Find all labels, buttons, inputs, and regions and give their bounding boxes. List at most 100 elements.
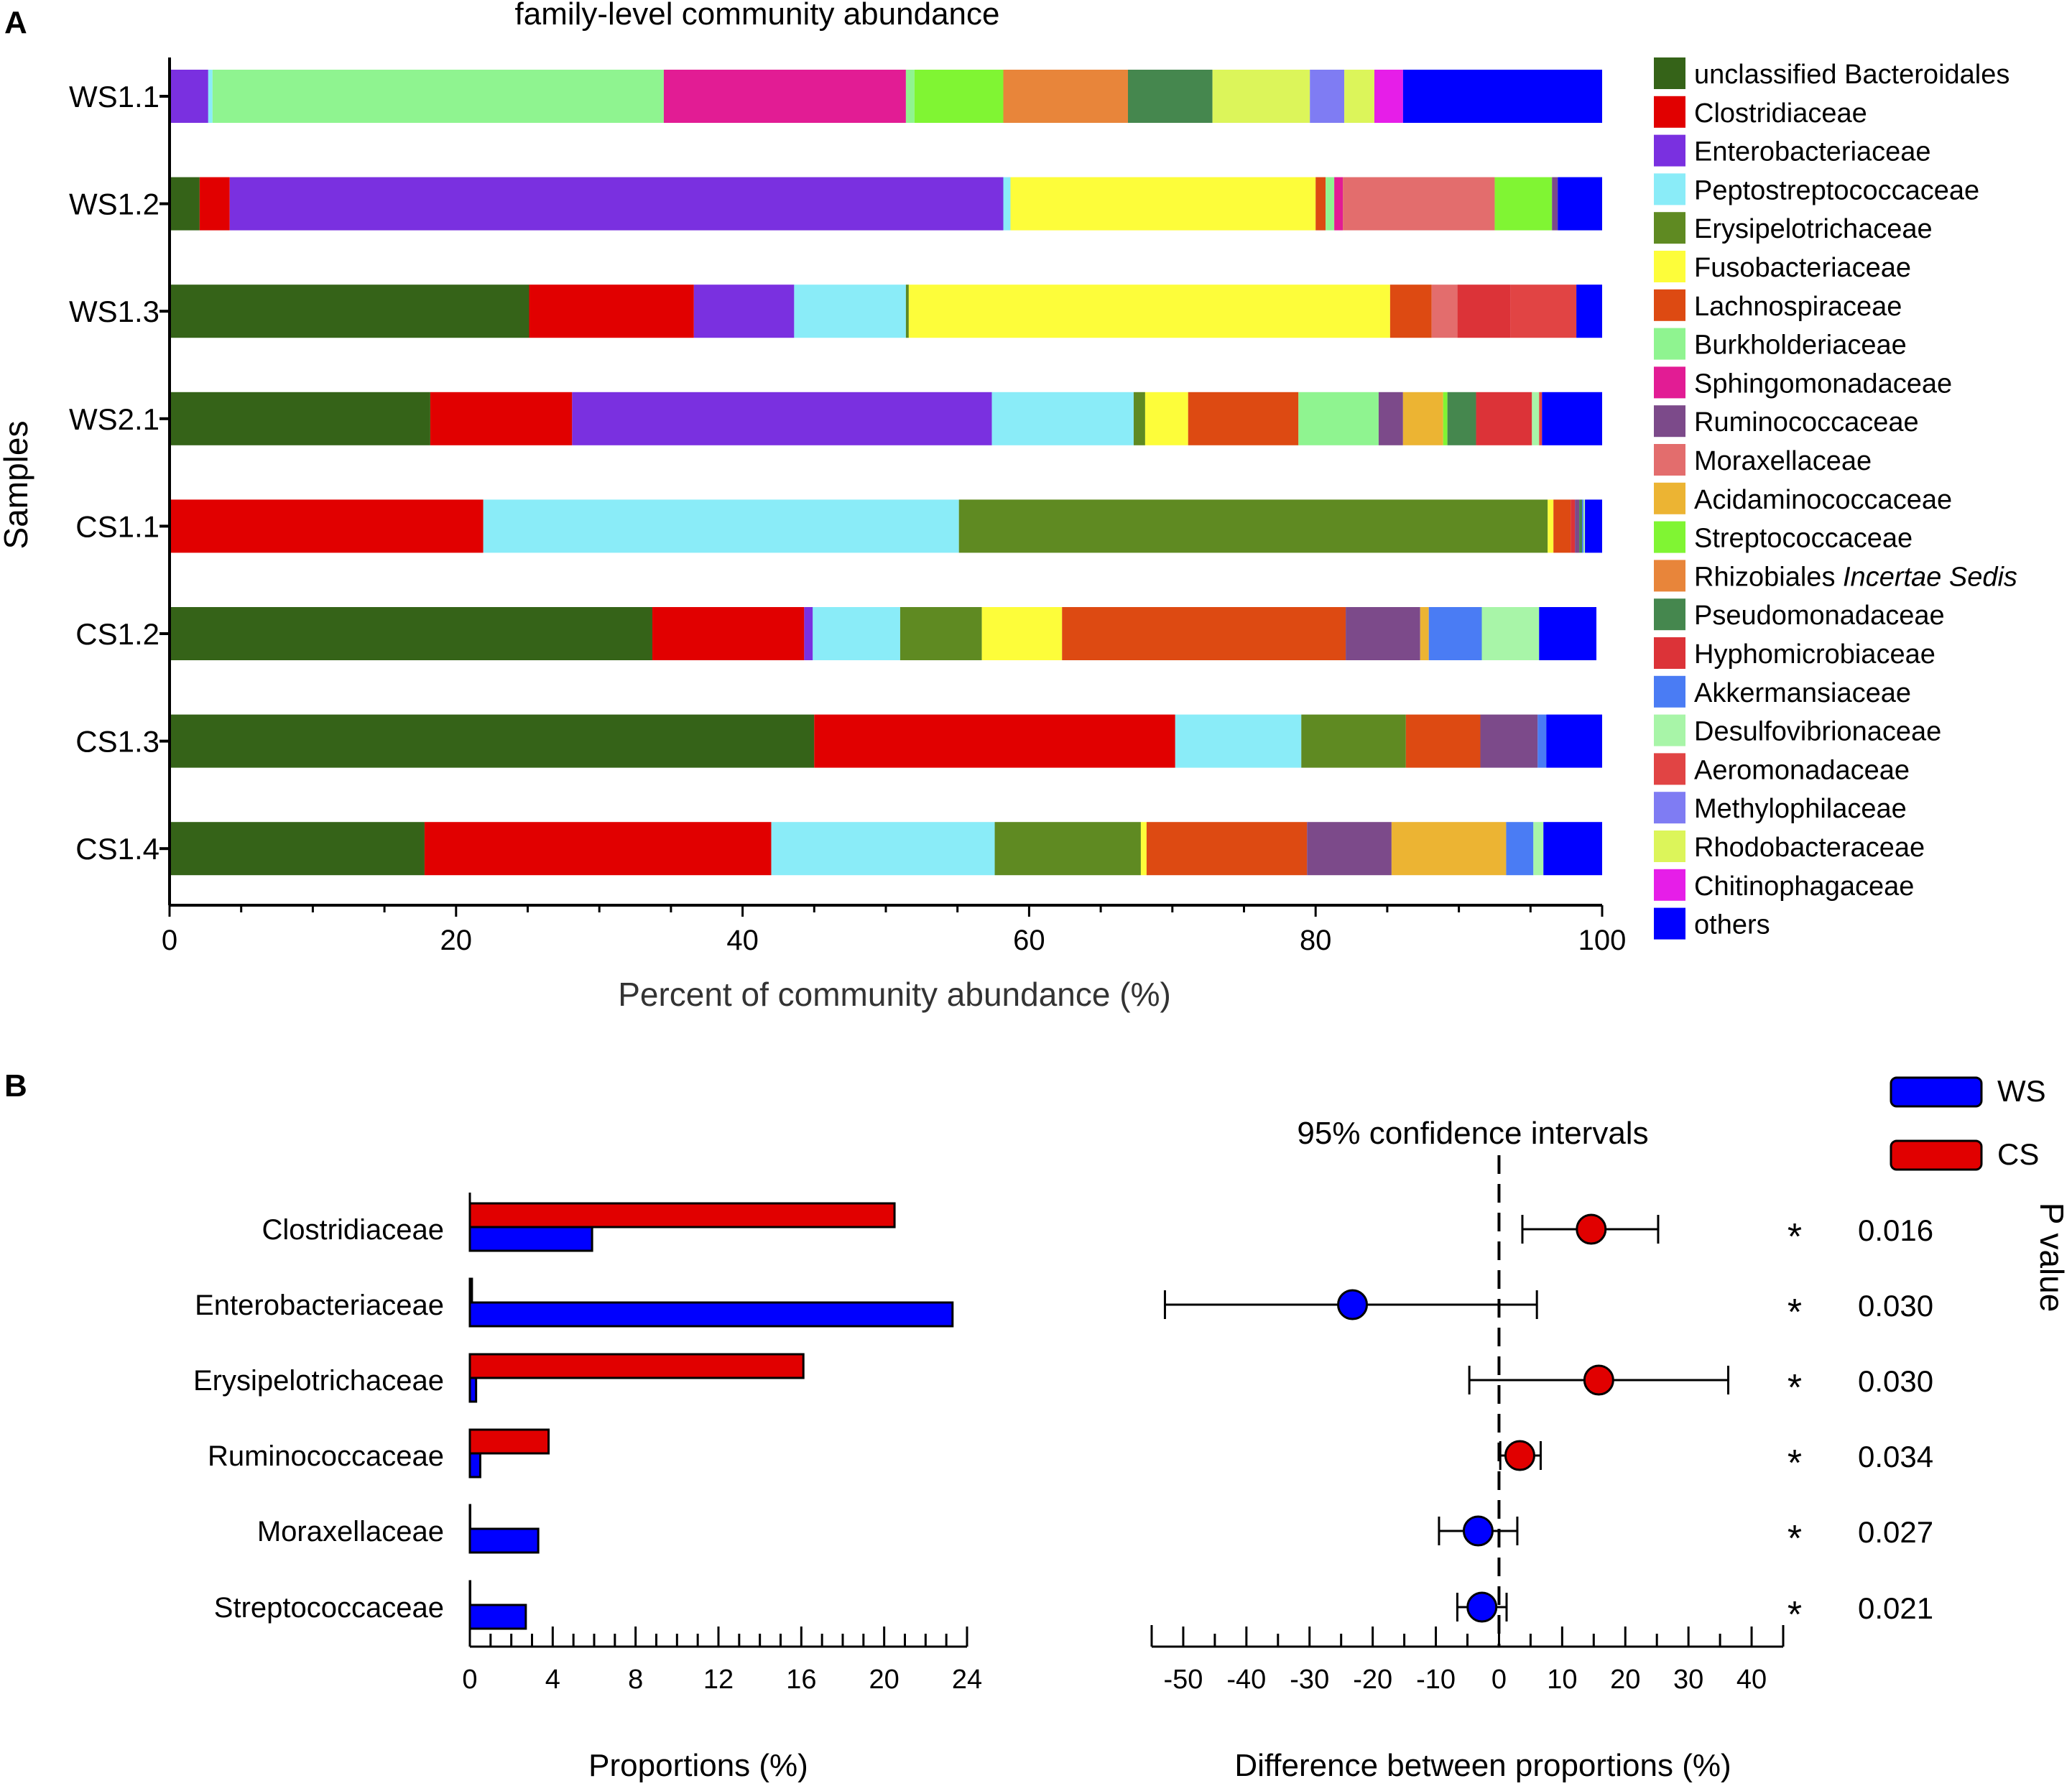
bar-segment xyxy=(1334,177,1343,231)
significance-star: * xyxy=(1787,1292,1802,1333)
sample-label: WS1.1 xyxy=(69,80,159,114)
bar-segment xyxy=(1494,177,1553,231)
bar-segment xyxy=(1443,392,1448,445)
bar-segment xyxy=(1539,607,1597,660)
bar-segment xyxy=(905,70,915,123)
bar-segment xyxy=(814,714,1175,768)
bar-segment xyxy=(908,284,1390,338)
legend-label: Burkholderiaceae xyxy=(1694,330,1907,361)
p-value: 0.027 xyxy=(1858,1515,1933,1549)
x-tick-label: 0 xyxy=(1491,1665,1507,1695)
group-legend: WS CS xyxy=(1890,1074,2046,1171)
legend-swatch xyxy=(1654,289,1685,321)
bar-segment xyxy=(1532,392,1540,445)
bar-segment xyxy=(170,822,425,876)
x-tick-label: 40 xyxy=(726,925,759,956)
estimate-point xyxy=(1337,1289,1369,1320)
bar-segment xyxy=(1010,177,1316,231)
x-tick-label: 8 xyxy=(628,1665,643,1695)
bar-segment xyxy=(1003,70,1128,123)
cs-bar xyxy=(468,1428,550,1455)
bar-segment xyxy=(1389,284,1432,338)
bar-segment xyxy=(1553,499,1571,553)
bar-segment xyxy=(981,607,1063,660)
bar-segment xyxy=(1480,714,1538,768)
bar-segment xyxy=(1326,177,1335,231)
bar-segment xyxy=(1378,392,1403,445)
cs-bar xyxy=(468,1504,471,1530)
bar-segment xyxy=(1457,284,1511,338)
p-value: 0.016 xyxy=(1858,1213,1933,1247)
group-label: CS xyxy=(1997,1137,2039,1171)
legend-label: Hyphomicrobiaceae xyxy=(1694,639,1935,670)
legend-swatch xyxy=(1654,907,1685,940)
bar-segment xyxy=(1582,499,1584,553)
family-label: Clostridiaceae xyxy=(262,1214,444,1246)
legend-swatch xyxy=(1654,212,1685,244)
x-tick-label: -20 xyxy=(1353,1665,1392,1695)
p-value: 0.021 xyxy=(1858,1591,1933,1625)
legend-label: unclassified Bacteroidales xyxy=(1694,60,2009,90)
p-value: 0.030 xyxy=(1858,1364,1933,1398)
group-swatch xyxy=(1890,1139,1983,1171)
bar-segment xyxy=(1374,70,1403,123)
ws-bar xyxy=(468,1452,481,1479)
estimate-point xyxy=(1576,1213,1607,1245)
family-label: Enterobacteriaceae xyxy=(195,1290,444,1321)
chart-a-ylabel: Samples xyxy=(0,421,34,550)
legend-label: Chitinophagaceae xyxy=(1694,871,1914,902)
legend-swatch xyxy=(1654,560,1685,592)
difference-axis: -50 -40 -30 -20 -10 0 10 20 30 40 xyxy=(1150,1625,1785,1695)
bar-segment xyxy=(1543,822,1602,876)
cs-bar xyxy=(468,1277,473,1304)
bar-segment xyxy=(170,70,208,123)
bar-segment xyxy=(170,714,815,768)
bar-segment xyxy=(899,607,982,660)
chart-c-xlabel: Difference between proportions (%) xyxy=(1234,1748,1731,1783)
x-tick-label: -40 xyxy=(1226,1665,1266,1695)
legend-swatch xyxy=(1654,482,1685,514)
family-label: Erysipelotrichaceae xyxy=(193,1365,444,1397)
bar-segment xyxy=(771,822,995,876)
bar-segment xyxy=(1062,607,1346,660)
bar-segment xyxy=(170,499,484,553)
legend-swatch xyxy=(1654,405,1685,438)
legend-swatch xyxy=(1654,96,1685,128)
x-tick-label: 4 xyxy=(545,1665,560,1695)
bar-segment xyxy=(1301,714,1406,768)
bar-segment xyxy=(1298,392,1379,445)
bar-segment xyxy=(170,284,529,338)
bar-segment xyxy=(1579,499,1583,553)
legend-label: Methylophilaceae xyxy=(1694,794,1907,824)
p-value: 0.030 xyxy=(1858,1289,1933,1323)
family-label: Streptococcaceae xyxy=(214,1592,444,1624)
bar-segment xyxy=(212,70,664,123)
sample-label: CS1.4 xyxy=(75,832,159,866)
legend-swatch xyxy=(1654,714,1685,746)
bar-segment xyxy=(1307,822,1392,876)
bar-segment xyxy=(1510,284,1577,338)
legend-label: Enterobacteriaceae xyxy=(1694,137,1931,167)
legend-swatch xyxy=(1654,57,1685,89)
legend-swatch xyxy=(1654,366,1685,399)
bar-segment xyxy=(529,284,694,338)
bar-segment xyxy=(663,70,906,123)
significance-star: * xyxy=(1787,1216,1802,1258)
bar-segment xyxy=(994,822,1141,876)
x-tick-label: 100 xyxy=(1578,925,1627,956)
bar-segment xyxy=(1144,392,1188,445)
bar-segment xyxy=(794,284,906,338)
bar-segment xyxy=(424,822,772,876)
bar-segment xyxy=(170,177,200,231)
family-label: Moraxellaceae xyxy=(257,1516,444,1547)
significance-star: * xyxy=(1787,1367,1802,1409)
bar-segment xyxy=(1003,177,1011,231)
family-label: Ruminococcaceae xyxy=(208,1440,444,1472)
proportion-axis: 0 4 8 12 16 20 24 xyxy=(462,1193,982,1695)
significance-star: * xyxy=(1787,1518,1802,1560)
bar-segment xyxy=(1476,392,1532,445)
bar-segment xyxy=(1402,70,1602,123)
sample-label: WS1.2 xyxy=(69,188,159,221)
legend-label: Peptostreptococcaceae xyxy=(1694,175,1979,205)
